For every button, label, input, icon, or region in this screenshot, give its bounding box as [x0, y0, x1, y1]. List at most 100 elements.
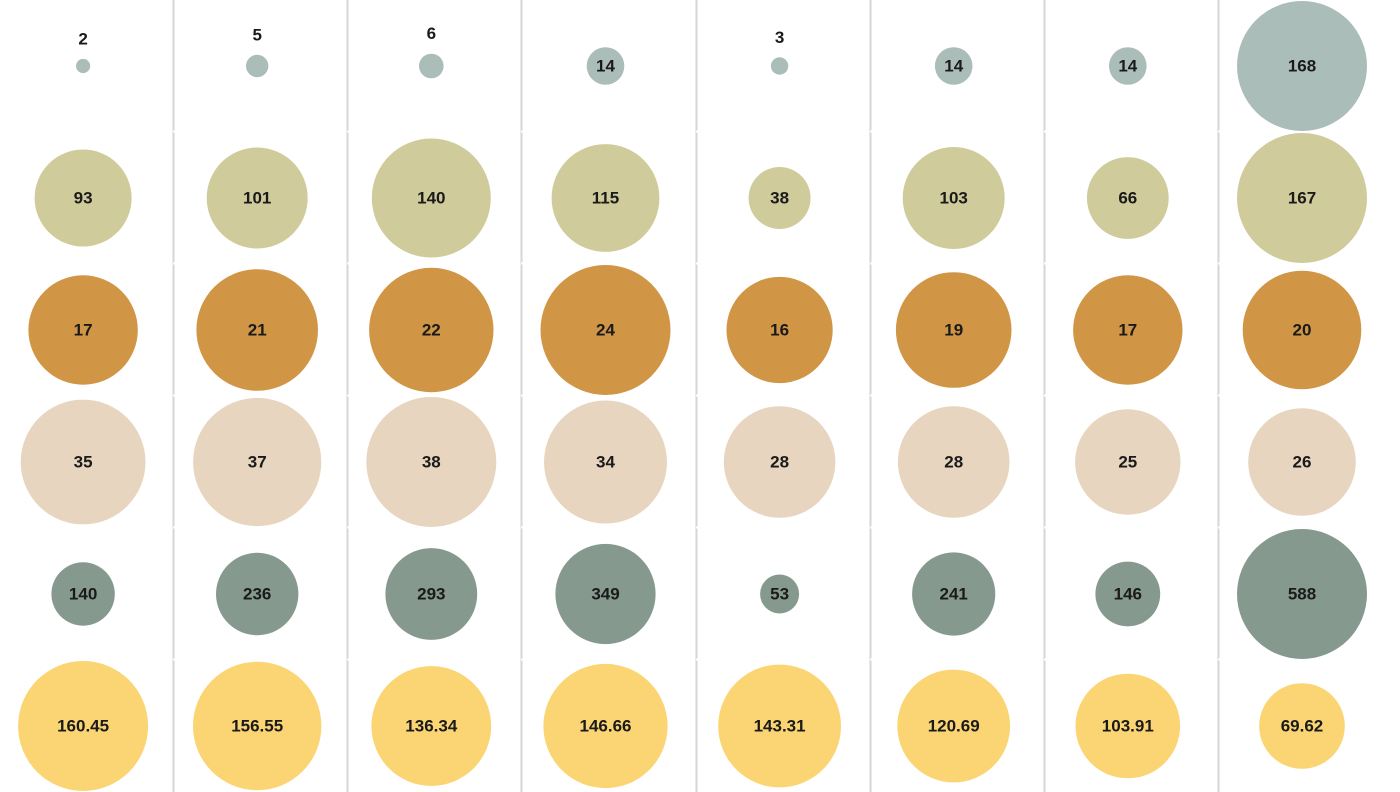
- bubble-value-label: 26: [1293, 453, 1312, 472]
- bubble-value-label: 5: [252, 25, 261, 44]
- bubble-value-label: 146: [1114, 585, 1142, 604]
- bubble-value-label: 146.66: [580, 717, 632, 736]
- bubble: [540, 265, 671, 395]
- bubble-value-label: 115: [592, 189, 619, 208]
- bubble-value-label: 236: [243, 585, 271, 604]
- bubble: [20, 399, 146, 525]
- bubble-value-label: 2: [78, 29, 87, 48]
- bubble-value-label: 160.45: [57, 717, 109, 736]
- bubble: [1109, 47, 1147, 85]
- bubble: [193, 397, 322, 527]
- bubble-value-label: 103: [940, 189, 968, 208]
- bubble-value-label: 53: [770, 585, 789, 604]
- bubble-value-label: 14: [1118, 57, 1137, 76]
- bubble-value-label: 101: [243, 189, 271, 208]
- bubble-value-label: 35: [74, 453, 93, 472]
- bubble-value-label: 241: [940, 585, 968, 604]
- bubble-value-label: 120.69: [928, 717, 980, 736]
- bubble: [51, 562, 115, 626]
- bubble: [586, 47, 625, 85]
- bubble: [718, 664, 841, 788]
- bubble: [551, 144, 660, 252]
- bubble-value-label: 3: [775, 28, 784, 47]
- bubble: [1242, 270, 1362, 390]
- bubble: [1237, 529, 1367, 659]
- bubble: [1248, 408, 1356, 516]
- bubble: [216, 552, 299, 636]
- bubble: [748, 167, 811, 229]
- bubble: [385, 548, 478, 640]
- bubble: [419, 53, 444, 79]
- bubble: [897, 669, 1011, 783]
- bubble: [369, 267, 494, 393]
- bubble: [723, 406, 836, 518]
- bubble-value-label: 19: [944, 321, 963, 340]
- bubble-value-label: 24: [596, 321, 615, 340]
- bubble-value-label: 167: [1288, 189, 1316, 208]
- bubble: [206, 147, 308, 249]
- bubble: [246, 54, 269, 78]
- bubble: [543, 663, 668, 789]
- bubble-value-label: 140: [69, 585, 97, 604]
- bubble-value-label: 17: [74, 321, 93, 340]
- bubble-value-label: 28: [944, 453, 963, 472]
- bubble: [726, 276, 833, 384]
- bubble-value-label: 349: [591, 585, 619, 604]
- bubble: [544, 400, 667, 524]
- bubble-value-label: 143.31: [754, 717, 806, 736]
- bubble: [1073, 275, 1183, 385]
- bubble: [371, 138, 491, 258]
- bubble-value-label: 6: [427, 24, 436, 43]
- bubble-value-label: 168: [1288, 57, 1316, 76]
- bubbles: [18, 1, 1367, 791]
- bubble-value-label: 16: [770, 321, 789, 340]
- bubble: [1237, 133, 1367, 263]
- bubble-value-label: 25: [1118, 453, 1137, 472]
- bubble: [76, 58, 91, 74]
- bubble-value-label: 21: [248, 321, 267, 340]
- bubble: [1086, 157, 1169, 239]
- bubble: [895, 272, 1012, 388]
- bubble: [1075, 673, 1181, 779]
- bubble: [34, 149, 132, 247]
- bubble: [897, 406, 1010, 518]
- bubble-value-label: 37: [248, 453, 267, 472]
- bubble: [193, 661, 322, 791]
- bubble: [912, 552, 996, 636]
- bubble-value-label: 20: [1293, 321, 1312, 340]
- bubble-value-label: 69.62: [1281, 717, 1324, 736]
- bubble: [902, 147, 1005, 249]
- bubble: [1095, 561, 1161, 627]
- bubble: [760, 574, 800, 614]
- bubble-value-label: 156.55: [231, 717, 283, 736]
- bubble-value-label: 22: [422, 321, 441, 340]
- bubble: [371, 666, 492, 786]
- bubble-value-label: 14: [596, 57, 615, 76]
- bubble: [934, 47, 973, 85]
- bubble: [366, 397, 497, 527]
- bubble-value-label: 38: [422, 453, 441, 472]
- bubble: [1237, 1, 1367, 131]
- bubble-value-label: 66: [1118, 189, 1137, 208]
- bubble-value-label: 93: [74, 189, 93, 208]
- bubble-value-label: 17: [1118, 321, 1137, 340]
- bubble: [28, 275, 138, 385]
- bubble: [1259, 683, 1345, 769]
- grid-lines: [172, 0, 1220, 792]
- bubble: [555, 543, 656, 645]
- bubble: [770, 57, 789, 75]
- bubble-value-label: 14: [944, 57, 963, 76]
- bubble-value-label: 588: [1288, 585, 1316, 604]
- bubble-value-label: 38: [770, 189, 789, 208]
- bubble: [18, 661, 149, 791]
- bubble: [196, 269, 318, 391]
- bubble: [1075, 409, 1181, 515]
- bubble-value-label: 136.34: [405, 717, 458, 736]
- bubble-value-label: 140: [417, 189, 445, 208]
- bubble-value-label: 28: [770, 453, 789, 472]
- bubble-value-label: 293: [417, 585, 445, 604]
- bubble-value-label: 34: [596, 453, 615, 472]
- bubble-value-label: 103.91: [1102, 717, 1154, 736]
